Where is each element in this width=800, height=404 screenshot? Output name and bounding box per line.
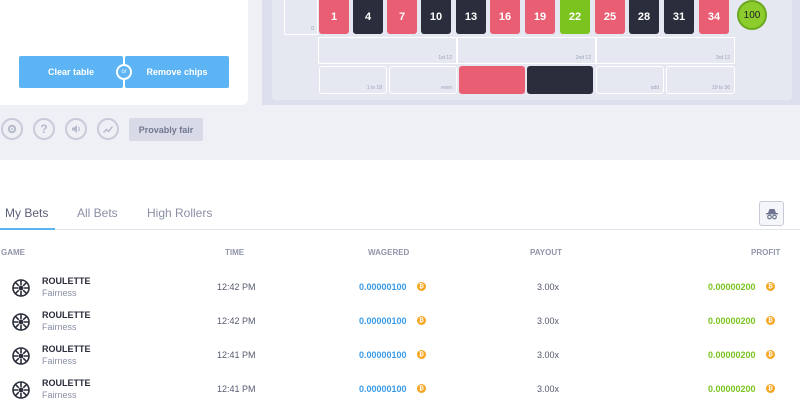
bet-odd[interactable]: odd: [596, 66, 664, 94]
dozen-1st[interactable]: 1st 12: [318, 37, 457, 64]
fairness-link[interactable]: Fairness: [42, 322, 77, 332]
bitcoin-icon: ₿: [766, 282, 775, 291]
help-icon[interactable]: ?: [33, 118, 55, 140]
header-game: GAME: [1, 248, 25, 257]
number-cell[interactable]: 34: [699, 0, 729, 34]
header-wagered: WAGERED: [368, 248, 410, 257]
game-name[interactable]: ROULETTE: [42, 378, 91, 388]
outside-label: odd: [650, 85, 659, 91]
roulette-wheel-icon: [12, 347, 30, 365]
bet-time: 12:42 PM: [217, 282, 256, 292]
betting-table: 0 1 4 7 10 13 16 19 22 25 28 31 34 100 1…: [272, 0, 792, 100]
wagered-amount: 0.00000100: [359, 384, 407, 394]
wagered-amount: 0.00000100: [359, 282, 407, 292]
clear-table-button[interactable]: Clear table: [19, 56, 123, 88]
bet-even[interactable]: even: [389, 66, 457, 94]
roulette-wheel-icon: [12, 279, 30, 297]
game-area: Clear table or Remove chips 0 1 4 7 10 1…: [0, 0, 800, 160]
roulette-wheel-icon: [12, 381, 30, 399]
or-badge: or: [116, 64, 132, 80]
fairness-link[interactable]: Fairness: [42, 356, 77, 366]
number-cell[interactable]: 22: [560, 0, 590, 34]
column-bet-chip[interactable]: 100: [737, 0, 767, 30]
table-row[interactable]: ROULETTE Fairness 12:41 PM 0.00000100 ₿ …: [0, 339, 800, 373]
incognito-icon: [765, 208, 778, 219]
bitcoin-icon: ₿: [766, 350, 775, 359]
wagered-amount: 0.00000100: [359, 316, 407, 326]
number-cell[interactable]: 1: [319, 0, 349, 34]
bets-table-header: GAME TIME WAGERED PAYOUT PROFIT: [0, 248, 800, 262]
bet-black[interactable]: [527, 66, 593, 94]
clear-controls: Clear table or Remove chips: [19, 56, 229, 88]
table-row[interactable]: ROULETTE Fairness 12:42 PM 0.00000100 ₿ …: [0, 271, 800, 305]
game-name[interactable]: ROULETTE: [42, 344, 91, 354]
payout-multiplier: 3.00x: [537, 350, 560, 360]
header-profit: PROFIT: [751, 248, 781, 257]
dozen-label: 2nd 12: [575, 55, 591, 61]
sound-icon[interactable]: [65, 118, 87, 140]
bet-red[interactable]: [459, 66, 525, 94]
bitcoin-icon: ₿: [417, 350, 426, 359]
bitcoin-icon: ₿: [417, 384, 426, 393]
tab-all-bets[interactable]: All Bets: [77, 206, 118, 220]
bets-tabs: My Bets All Bets High Rollers: [0, 198, 800, 230]
outside-label: 19 to 36: [711, 85, 730, 91]
dozen-label: 1st 12: [438, 55, 452, 61]
provably-fair-button[interactable]: Provably fair: [129, 118, 203, 141]
roulette-board: 0 1 4 7 10 13 16 19 22 25 28 31 34 100 1…: [262, 0, 800, 105]
payout-multiplier: 3.00x: [537, 384, 560, 394]
number-cell[interactable]: 28: [629, 0, 659, 34]
game-name[interactable]: ROULETTE: [42, 276, 91, 286]
profit-amount: 0.00000200: [708, 316, 756, 326]
fairness-link[interactable]: Fairness: [42, 390, 77, 400]
active-tab-indicator: [0, 228, 55, 230]
header-time: TIME: [225, 248, 245, 257]
bitcoin-icon: ₿: [766, 316, 775, 325]
controls-panel: Clear table or Remove chips: [0, 0, 248, 105]
bet-19-to-36[interactable]: 19 to 36: [666, 66, 735, 94]
number-cell[interactable]: 13: [456, 0, 486, 34]
number-cell[interactable]: 16: [490, 0, 520, 34]
bet-1-to-18[interactable]: 1 to 18: [319, 66, 387, 94]
profit-amount: 0.00000200: [708, 350, 756, 360]
bet-time: 12:42 PM: [217, 316, 256, 326]
outside-label: 1 to 18: [366, 85, 382, 91]
number-cell[interactable]: 4: [353, 0, 383, 34]
table-row[interactable]: ROULETTE Fairness 12:42 PM 0.00000100 ₿ …: [0, 305, 800, 339]
payout-multiplier: 3.00x: [537, 316, 560, 326]
bitcoin-icon: ₿: [417, 282, 426, 291]
outside-label: even: [441, 85, 452, 91]
incognito-toggle-button[interactable]: [759, 201, 784, 226]
game-toolbar: ? Provably fair: [0, 118, 260, 142]
number-cell[interactable]: 19: [525, 0, 555, 34]
remove-chips-button[interactable]: Remove chips: [125, 56, 229, 88]
wagered-amount: 0.00000100: [359, 350, 407, 360]
number-cell[interactable]: 25: [595, 0, 625, 34]
bitcoin-icon: ₿: [766, 384, 775, 393]
zero-label: 0: [311, 26, 314, 32]
header-payout: PAYOUT: [530, 248, 563, 257]
zero-cell[interactable]: 0: [284, 0, 318, 35]
dozen-3rd[interactable]: 3rd 12: [596, 37, 735, 64]
bet-time: 12:41 PM: [217, 350, 256, 360]
table-row[interactable]: ROULETTE Fairness 12:41 PM 0.00000100 ₿ …: [0, 373, 800, 404]
profit-amount: 0.00000200: [708, 384, 756, 394]
gear-icon[interactable]: [1, 118, 23, 140]
tab-high-rollers[interactable]: High Rollers: [147, 206, 213, 220]
number-cell[interactable]: 7: [387, 0, 417, 34]
payout-multiplier: 3.00x: [537, 282, 560, 292]
game-name[interactable]: ROULETTE: [42, 310, 91, 320]
stats-icon[interactable]: [97, 118, 119, 140]
number-cell[interactable]: 31: [664, 0, 694, 34]
tab-my-bets[interactable]: My Bets: [5, 206, 49, 220]
profit-amount: 0.00000200: [708, 282, 756, 292]
fairness-link[interactable]: Fairness: [42, 288, 77, 298]
dozen-2nd[interactable]: 2nd 12: [457, 37, 596, 64]
dozen-label: 3rd 12: [715, 55, 730, 61]
roulette-wheel-icon: [12, 313, 30, 331]
bet-time: 12:41 PM: [217, 384, 256, 394]
number-cell[interactable]: 10: [421, 0, 451, 34]
bitcoin-icon: ₿: [417, 316, 426, 325]
